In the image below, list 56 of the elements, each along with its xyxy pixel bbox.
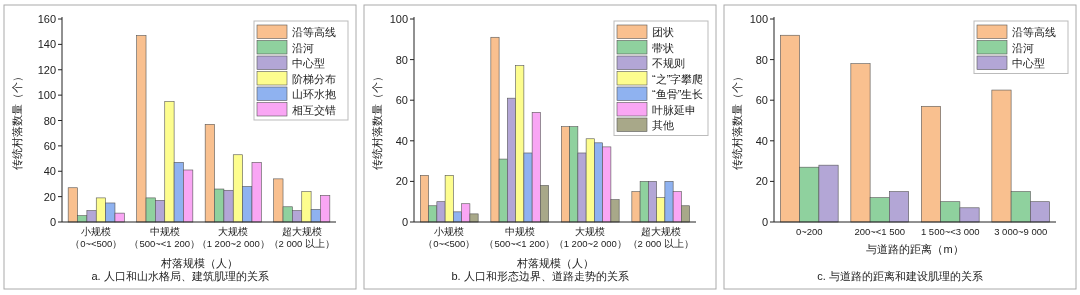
x-tick-label: 200~<1 500 [854,226,906,237]
legend-label: 沿等高线 [1012,26,1056,38]
text: b. 人口和形态边界、道路走势的关系 [451,270,629,282]
y-tick-label: 120 [37,63,56,76]
legend-label: 山环水抱 [292,88,336,100]
legend-label: 其他 [652,119,674,131]
legend-label: 相互交错 [292,103,336,116]
y-tick-label: 0 [401,216,408,228]
legend-label: 中心型 [292,57,325,69]
y-tick-label: 160 [37,13,56,25]
y-tick-label: 60 [43,139,56,152]
x-tick-label: 大规模（1 200~2 000） [553,226,627,249]
x-axis-title: 村落规模（人） [159,257,238,269]
legend-label: 团状 [652,26,674,38]
x-tick-label: 超大规模（2 000 以上） [268,226,335,249]
y-tick-label: 80 [755,53,768,66]
legend-label: “之”字攀爬 [652,72,704,85]
x-tick-label: 3 000~9 000 [994,226,1048,237]
legend-label: 叶脉延申 [652,103,696,116]
legend-label: 沿河 [1012,41,1034,54]
legend-label: 沿河 [292,41,314,54]
text: a. 人口和山水格局、建筑肌理的关系 [91,270,269,282]
y-axis-title: 传统村落数量（个） [371,71,383,170]
y-tick-label: 60 [395,94,408,107]
legend-label: “鱼骨”生长 [652,88,704,100]
x-axis-title: 与道路的距离（m） [866,243,964,255]
legend-label: 沿等高线 [292,26,336,38]
x-axis-title: 村落规模（人） [515,257,594,269]
y-tick-label: 100 [749,13,768,25]
text: c. 与道路的距离和建设肌理的关系 [817,270,983,282]
legend-label: 带状 [652,41,674,54]
x-tick-label: 超大规模（2 000 以上） [627,226,694,249]
y-tick-label: 0 [761,216,768,228]
y-tick-label: 20 [43,190,56,203]
x-tick-label: 中规模（500~<1 200） [484,226,556,249]
y-tick-label: 20 [395,175,408,188]
y-axis-title: 传统村落数量（个） [11,71,23,170]
y-axis-title: 传统村落数量（个） [731,71,743,170]
y-tick-label: 40 [755,134,768,147]
y-tick-label: 20 [755,175,768,188]
x-tick-label: 0~200 [795,226,823,237]
y-tick-label: 60 [755,94,768,107]
x-tick-label: 小规模（0~<500） [423,226,476,249]
legend-label: 不规则 [652,57,685,69]
y-tick-label: 0 [49,216,56,228]
legend-label: 中心型 [1012,57,1045,69]
x-tick-label: 小规模（0~<500） [70,226,123,249]
x-tick-label: 1 500~<3 000 [920,226,980,237]
y-tick-label: 40 [395,134,408,147]
y-tick-label: 80 [395,53,408,66]
y-tick-label: 140 [37,38,56,51]
y-tick-label: 100 [37,89,56,102]
y-tick-label: 80 [43,114,56,127]
y-tick-label: 40 [43,165,56,178]
legend-label: 阶梯分布 [292,72,336,85]
y-tick-label: 100 [389,13,408,25]
